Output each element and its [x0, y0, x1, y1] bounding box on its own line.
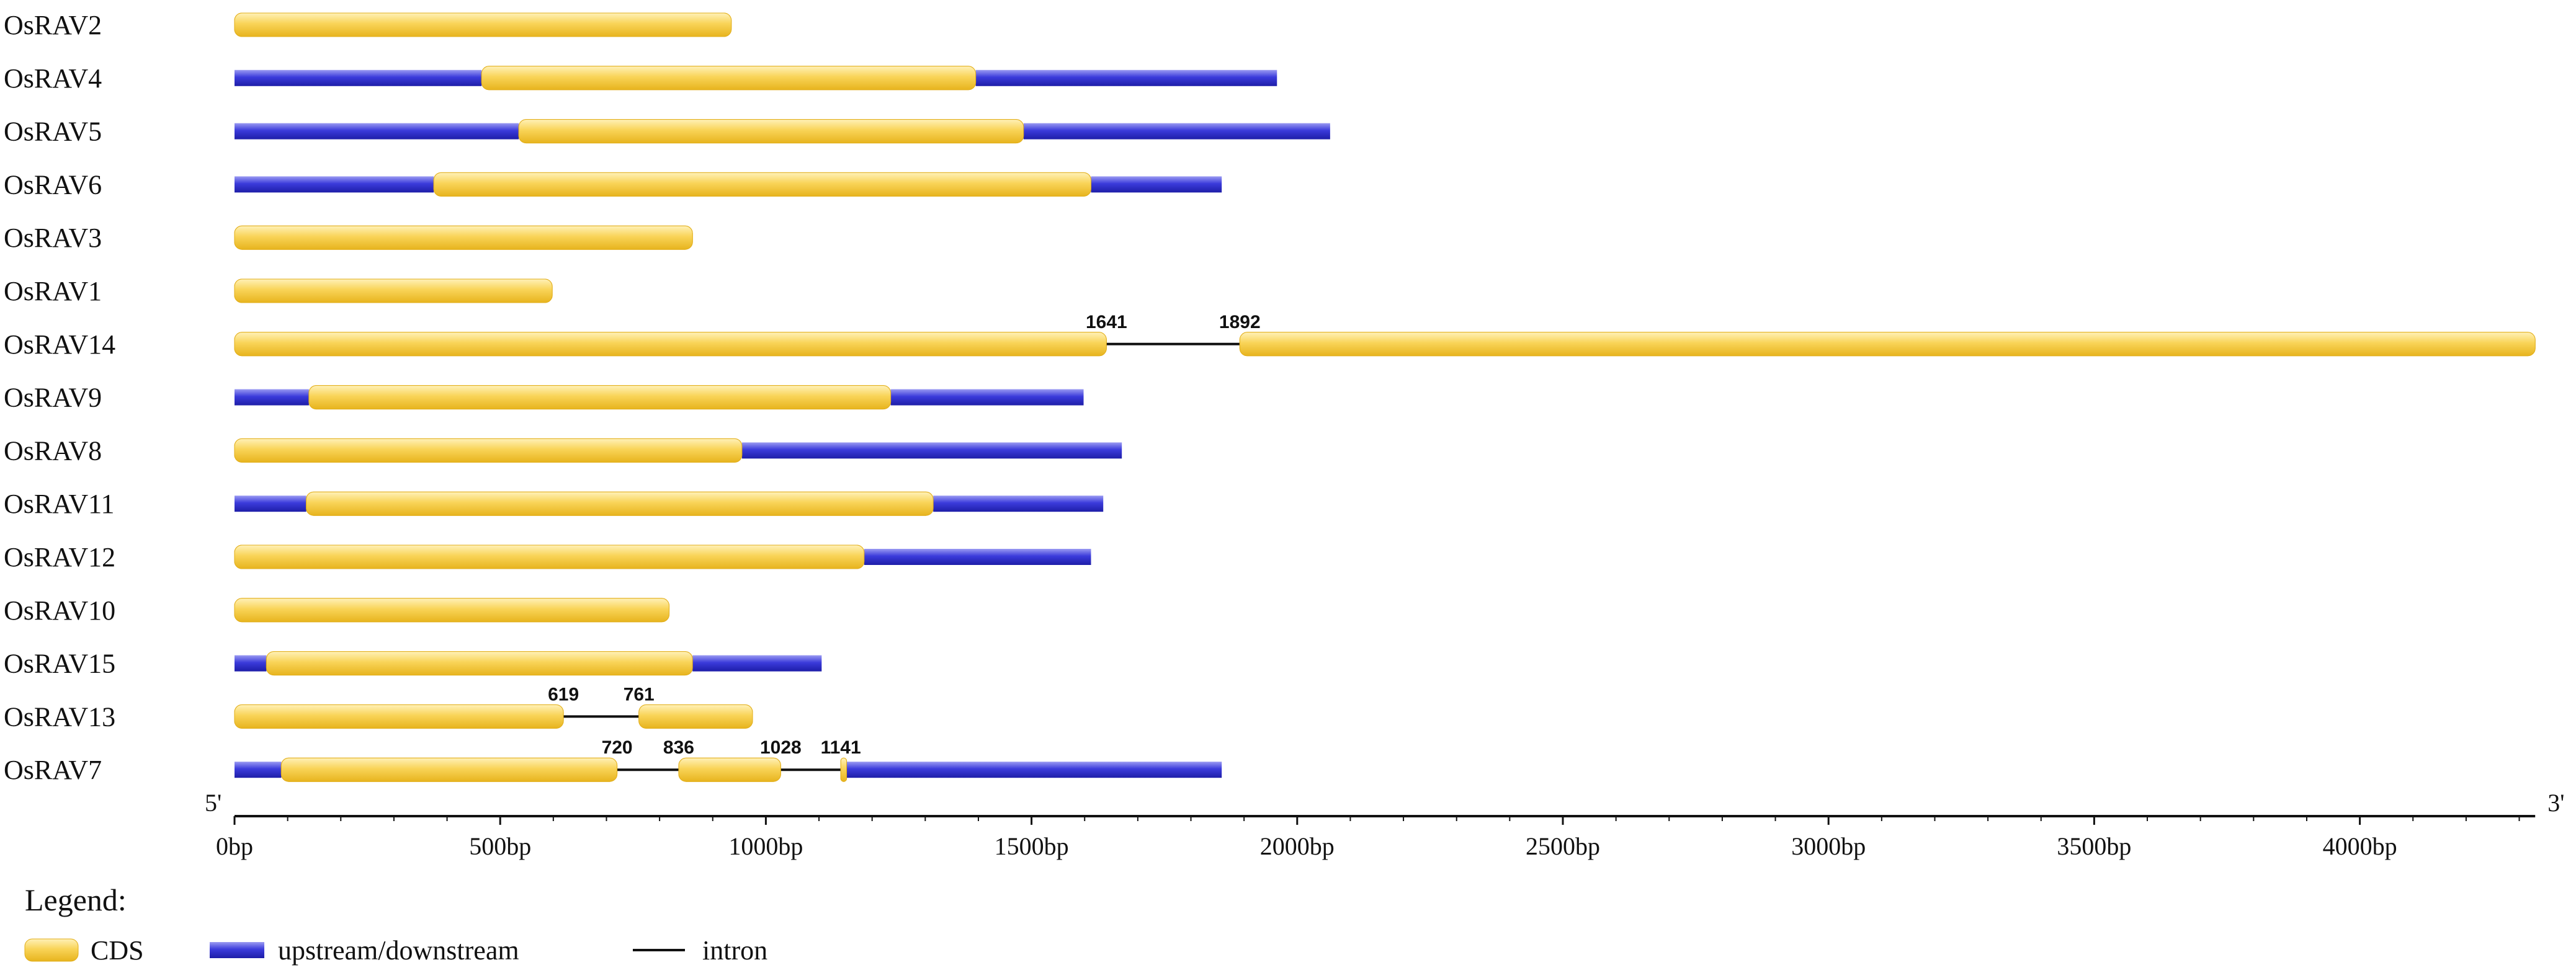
gene-row: OsRAV5	[4, 117, 1330, 147]
legend-label: CDS	[91, 935, 144, 966]
cds-segment-overlay	[234, 598, 670, 623]
legend-item-cds: CDS	[24, 935, 144, 966]
cds-segment-overlay	[234, 545, 865, 569]
cds-segment-overlay	[234, 332, 1107, 357]
utr-segment	[975, 69, 1277, 86]
gene-name-label: OsRAV2	[4, 10, 102, 40]
utr-segment	[741, 442, 1122, 459]
gene-name-label: OsRAV15	[4, 649, 115, 679]
utr-segment	[1023, 123, 1330, 140]
legend-title: Legend:	[25, 882, 127, 917]
gene-row: OsRAV8	[4, 435, 1122, 466]
utr-segment	[890, 389, 1084, 406]
gene-tracks: OsRAV2 OsRAV4 OsRAV5 OsRAV6 OsRAV3 OsRAV1 OsRA…	[4, 10, 2536, 785]
position-label: 720	[602, 737, 633, 758]
position-label: 1028	[760, 737, 802, 758]
utr-segment	[235, 389, 309, 406]
gene-row: OsRAV15	[4, 649, 822, 679]
utr-segment	[1091, 176, 1222, 193]
legend-label: intron	[702, 935, 767, 966]
cds-segment-overlay	[433, 172, 1092, 197]
tick-label: 2000bp	[1260, 832, 1335, 860]
position-label: 761	[624, 684, 655, 705]
cds-segment-overlay	[308, 385, 892, 410]
cds-segment-overlay	[1239, 332, 2536, 357]
gene-row: OsRAV13 619 761	[4, 684, 753, 732]
utr-segment	[846, 762, 1222, 778]
utr-segment	[235, 176, 434, 193]
utr-segment	[692, 655, 822, 672]
tick-label: 1500bp	[995, 832, 1069, 860]
gene-row: OsRAV10	[4, 595, 670, 626]
gene-row: OsRAV2	[4, 10, 732, 40]
cds-segment-overlay	[234, 225, 693, 250]
tick-label: 3000bp	[1791, 832, 1866, 860]
legend-label: upstream/downstream	[278, 935, 519, 966]
tick-label: 0bp	[216, 832, 253, 860]
gene-name-label: OsRAV10	[4, 595, 115, 626]
gene-row: OsRAV12	[4, 542, 1091, 572]
gene-name-label: OsRAV9	[4, 383, 102, 413]
position-label: 1141	[821, 737, 861, 758]
tick-label: 3500bp	[2057, 832, 2131, 860]
cds-segment-overlay	[234, 278, 553, 303]
utr-segment	[235, 655, 267, 672]
gene-row: OsRAV14 1641 1892	[4, 312, 2536, 360]
gene-name-label: OsRAV11	[4, 489, 115, 519]
tick-label: 500bp	[469, 832, 531, 860]
cds-segment-overlay	[306, 491, 934, 516]
position-label: 619	[548, 684, 579, 705]
cds-segment-overlay	[234, 438, 743, 463]
gene-name-label: OsRAV4	[4, 63, 102, 94]
bp-axis: 0bp 500bp 1000bp 1500bp 2000bp 2500bp 3000bp 35…	[205, 789, 2564, 860]
gene-name-label: OsRAV5	[4, 117, 102, 147]
cds-segment-overlay	[481, 66, 977, 91]
five-prime-label: 5'	[205, 789, 221, 817]
gene-row: OsRAV7 720 836 1028 1141	[4, 737, 1222, 785]
position-label: 1892	[1219, 312, 1261, 332]
cds-segment-overlay	[518, 119, 1024, 144]
three-prime-label: 3'	[2547, 789, 2564, 817]
gene-row: OsRAV1	[4, 276, 553, 306]
position-label: 1641	[1086, 312, 1127, 332]
gene-row: OsRAV11	[4, 489, 1104, 519]
gene-name-label: OsRAV13	[4, 701, 115, 732]
legend-swatch-cds	[24, 938, 79, 962]
gene-row: OsRAV9	[4, 383, 1084, 413]
gene-name-label: OsRAV1	[4, 276, 102, 306]
cds-segment-overlay	[280, 757, 618, 782]
gene-row: OsRAV6	[4, 169, 1222, 200]
cds-segment-overlay	[234, 12, 732, 37]
tick-label: 4000bp	[2323, 832, 2397, 860]
gene-row: OsRAV3	[4, 223, 693, 253]
gene-name-label: OsRAV8	[4, 435, 102, 466]
utr-segment	[235, 496, 306, 512]
gene-name-label: OsRAV7	[4, 755, 102, 785]
utr-segment	[864, 549, 1091, 565]
gene-name-label: OsRAV12	[4, 542, 115, 572]
tick-label: 1000bp	[728, 832, 803, 860]
tick-label: 2500bp	[1526, 832, 1600, 860]
utr-segment	[235, 123, 519, 140]
utr-segment	[933, 496, 1104, 512]
gene-name-label: OsRAV3	[4, 223, 102, 253]
gene-row: OsRAV4	[4, 63, 1277, 94]
utr-segment	[235, 762, 282, 778]
cds-segment-overlay	[678, 757, 781, 782]
cds-segment-overlay	[266, 651, 693, 676]
gene-name-label: OsRAV6	[4, 169, 102, 200]
legend: Legend: CDS upstream/downstream intron	[24, 882, 767, 966]
cds-segment-overlay	[234, 704, 564, 729]
legend-item-utr: upstream/downstream	[210, 935, 519, 966]
position-label: 836	[663, 737, 694, 758]
cds-segment-overlay	[638, 704, 753, 729]
utr-segment	[235, 69, 482, 86]
legend-item-intron: intron	[633, 935, 767, 966]
gene-name-label: OsRAV14	[4, 329, 115, 360]
cds-segment-overlay	[840, 757, 847, 782]
legend-swatch-utr	[210, 942, 264, 958]
